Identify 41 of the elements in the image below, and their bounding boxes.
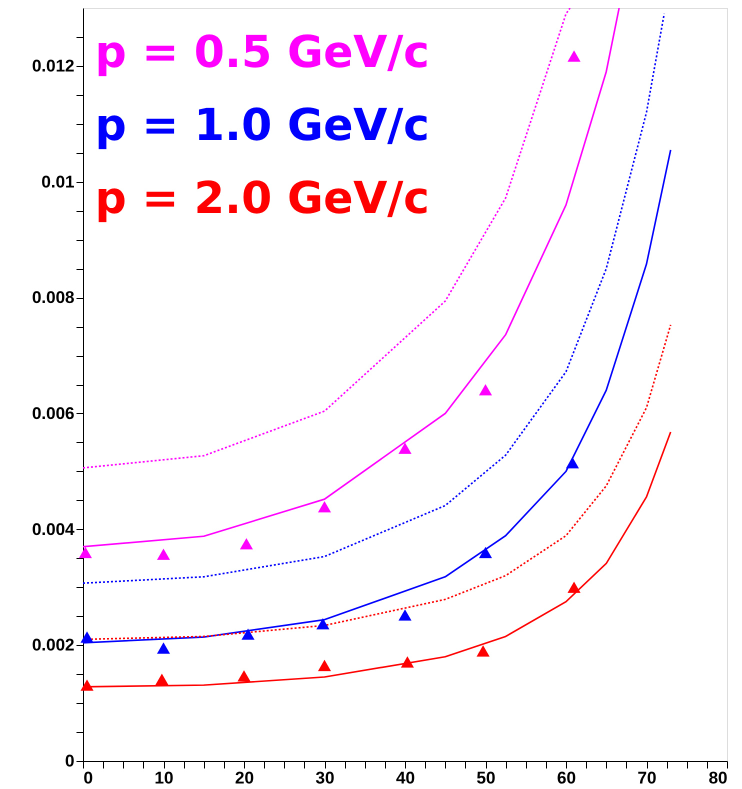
point	[478, 384, 492, 396]
x-tick-label: 0	[84, 768, 93, 788]
point	[566, 457, 579, 468]
x-tick-label: 80	[708, 768, 728, 788]
line-series	[83, 8, 571, 469]
point	[398, 442, 412, 454]
y-tick-label: 0.008	[32, 288, 74, 308]
x-tick-label: 30	[316, 768, 334, 788]
point	[318, 501, 332, 512]
point	[237, 670, 251, 682]
point	[316, 618, 330, 630]
x-tick-label: 40	[396, 768, 415, 788]
text: p = 0.5 GeV/c	[95, 27, 430, 78]
y-tick-label: 0.006	[32, 404, 74, 423]
y-tick-label: 0.004	[32, 520, 76, 539]
x-tick-label: 20	[235, 768, 254, 788]
point	[318, 660, 332, 672]
y-tick-label: 0.002	[32, 636, 74, 655]
x-tick-label: 70	[638, 768, 656, 788]
y-tick-label: 0.01	[41, 172, 74, 192]
y-tick-label: 0	[65, 752, 74, 770]
y-tick-label: 0.012	[32, 56, 74, 76]
point	[78, 546, 92, 558]
point	[80, 679, 94, 691]
x-tick-label: 10	[154, 768, 174, 788]
point	[80, 631, 94, 643]
point	[242, 628, 255, 640]
point	[156, 642, 170, 654]
point	[568, 582, 581, 593]
point	[568, 50, 581, 62]
point	[155, 674, 168, 685]
point	[400, 656, 414, 668]
text: p = 2.0 GeV/c	[95, 173, 430, 224]
point	[398, 609, 412, 621]
x-tick-label: 60	[557, 768, 576, 788]
point	[156, 548, 170, 560]
point	[478, 546, 492, 558]
x-tick-label: 50	[476, 768, 496, 788]
point	[476, 645, 490, 657]
point	[240, 538, 253, 550]
text: p = 1.0 GeV/c	[95, 100, 430, 151]
